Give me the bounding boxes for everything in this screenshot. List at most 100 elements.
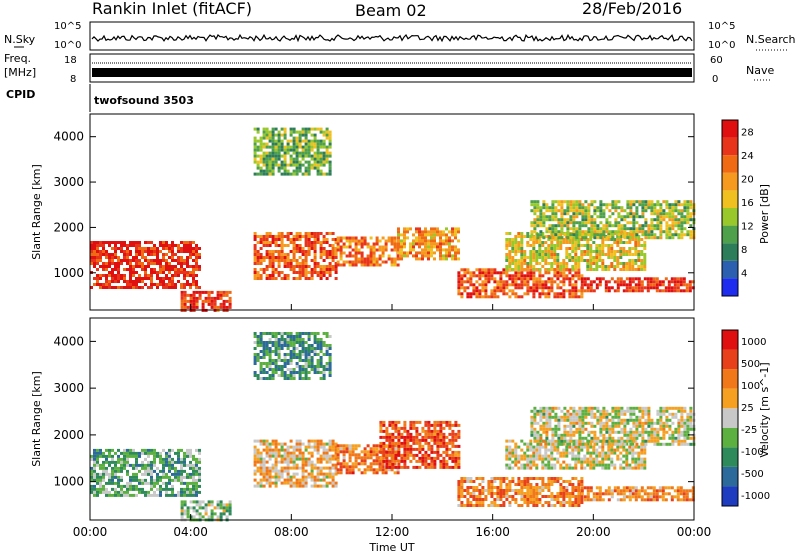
heatmap-cell [526,283,530,287]
heatmap-cell [620,206,624,210]
heatmap-cell [129,454,132,458]
heatmap-cell [547,457,551,461]
heatmap-cell [147,454,150,458]
heatmap-cell [640,265,644,268]
heatmap-cell [256,253,260,256]
heatmap-cell [123,286,126,289]
heatmap-cell [195,283,198,286]
heatmap-cell [490,271,494,275]
heatmap-cell [569,233,573,237]
heatmap-cell [165,244,168,247]
heatmap-cell [283,148,287,152]
heatmap-cell [553,262,557,265]
heatmap-cell [259,166,263,170]
heatmap-cell [616,283,620,287]
heatmap-cell [339,236,343,240]
heatmap-cell [283,169,287,173]
heatmap-cell [313,247,317,250]
heatmap-cell [536,430,540,434]
heatmap-cell [409,432,413,436]
heatmap-cell [400,251,403,255]
heatmap-cell [574,292,578,296]
heatmap-cell [406,429,410,433]
heatmap-cell [529,262,533,265]
heatmap-cell [156,250,159,253]
heatmap-cell [520,483,524,486]
heatmap-cell [625,451,629,455]
heatmap-cell [168,265,171,268]
heatmap-cell [93,451,96,455]
heatmap-cell [165,472,168,476]
heatmap-cell [283,151,287,155]
heatmap-cell [375,236,379,240]
heatmap-cell [679,283,683,287]
heatmap-cell [544,292,548,296]
heatmap-cell [532,280,536,284]
heatmap-cell [619,498,623,502]
heatmap-cell [369,465,373,469]
heatmap-cell [162,277,165,280]
heatmap-cell [183,286,186,289]
heatmap-cell [611,236,615,240]
heatmap-cell [147,490,150,494]
heatmap-cell [632,212,636,216]
heatmap-cell [310,274,314,277]
heatmap-cell [610,277,614,281]
heatmap-cell [637,283,641,287]
heatmap-cell [427,233,430,237]
heatmap-cell [354,254,358,258]
heatmap-cell [676,280,680,284]
heatmap-cell [192,271,195,274]
heatmap-cell [295,439,299,443]
heatmap-cell [292,265,296,268]
heatmap-cell [171,493,174,497]
heatmap-cell [369,245,373,249]
heatmap-cell [295,448,299,452]
heatmap-cell [159,451,162,455]
heatmap-cell [141,451,144,455]
heatmap-cell [96,283,99,286]
heatmap-cell [592,498,596,502]
heatmap-cell [180,268,183,271]
heatmap-cell [601,250,605,253]
heatmap-cell [310,454,314,458]
heatmap-cell [529,271,533,275]
heatmap-cell [547,277,551,281]
heatmap-cell [322,154,326,158]
heatmap-cell [204,512,208,516]
heatmap-cell [610,460,614,464]
heatmap-cell [550,480,554,483]
heatmap-cell [640,250,644,253]
heatmap-cell [403,429,407,433]
heatmap-cell [595,460,599,464]
heatmap-cell [514,460,518,464]
heatmap-cell [105,448,108,452]
heatmap-cell [126,448,129,452]
heatmap-cell [253,154,257,158]
heatmap-cell [126,253,129,256]
heatmap-cell [123,244,126,247]
heatmap-cell [415,438,419,442]
heatmap-cell [99,490,102,494]
heatmap-cell [126,247,129,250]
heatmap-cell [517,466,521,470]
heatmap-cell [634,489,638,493]
heatmap-cell [403,227,406,231]
heatmap-cell [460,495,464,498]
heatmap-cell [547,486,551,489]
heatmap-cell [682,492,686,496]
heatmap-cell [295,247,299,250]
heatmap-cell [502,271,506,275]
heatmap-cell [598,495,602,499]
heatmap-cell [316,445,320,449]
heatmap-cell [577,501,581,504]
heatmap-cell [442,459,446,463]
heatmap-cell [683,209,687,213]
heatmap-cell [268,130,272,134]
heatmap-cell [339,248,343,252]
heatmap-cell [589,289,593,293]
heatmap-cell [647,230,651,234]
heatmap-cell [623,209,627,213]
heatmap-cell [135,478,138,482]
heatmap-cell [532,460,536,464]
